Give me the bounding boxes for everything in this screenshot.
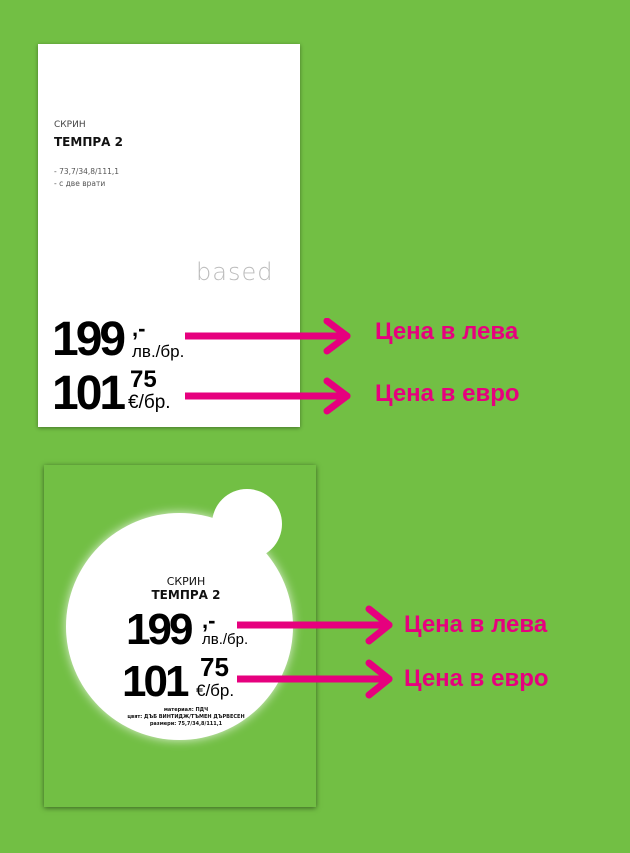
- price-whole: 199: [52, 313, 126, 366]
- price-fraction: ,-: [202, 608, 216, 633]
- price-unit: лв./бр.: [202, 631, 249, 648]
- arrow-icon: [185, 318, 351, 415]
- price-unit: €/бр.: [196, 681, 235, 700]
- price-whole: 101: [122, 657, 189, 706]
- spec-line: - 73,7/34,8/111,1: [54, 167, 120, 176]
- price-whole: 199: [126, 605, 193, 654]
- price-eur: 101 75 €/бр.: [52, 367, 171, 420]
- price-fraction: ,-: [132, 316, 146, 341]
- price-fraction: 75: [130, 366, 157, 393]
- price-bgn: 199 ,- лв./бр.: [126, 605, 248, 654]
- label-eur: Цена в евро: [375, 380, 520, 407]
- price-bgn: 199 ,- лв./бр.: [52, 313, 184, 366]
- price-unit: лв./бр.: [132, 342, 185, 361]
- price-unit: €/бр.: [128, 392, 171, 413]
- product-details: материал: ПДЧ цвят: ДЪБ ВИНТИДЖ/ТЪМЕН ДЪ…: [106, 707, 266, 728]
- detail-line: цвят: ДЪБ ВИНТИДЖ/ТЪМЕН ДЪРВЕСЕН: [127, 714, 245, 720]
- brand-logo: based: [196, 258, 274, 286]
- product-type: СКРИН: [54, 120, 86, 130]
- label-bgn: Цена в лева: [375, 318, 519, 345]
- product-type: СКРИН: [166, 575, 206, 588]
- product-name: ТЕМПРА 2: [54, 135, 123, 149]
- detail-line: размери: 75,7/34,8/111,1: [149, 721, 223, 727]
- detail-line: материал: ПДЧ: [163, 707, 209, 713]
- price-eur: 101 75 €/бр.: [122, 654, 234, 706]
- price-fraction: 75: [200, 652, 229, 682]
- product-name: ТЕМПРА 2: [151, 588, 221, 602]
- label-eur: Цена в евро: [404, 665, 549, 692]
- price-tag-green: СКРИН ТЕМПРА 2 199 ,- лв./бр. 101 75 €/б…: [44, 465, 316, 807]
- price-whole: 101: [52, 367, 126, 420]
- label-bgn: Цена в лева: [404, 611, 548, 638]
- price-tag-white: СКРИН ТЕМПРА 2 - 73,7/34,8/111,1 - с две…: [38, 44, 300, 427]
- spec-line: - с две врати: [54, 179, 106, 188]
- product-specs: - 73,7/34,8/111,1 - с две врати: [54, 166, 119, 190]
- arrow-icon: [237, 605, 393, 699]
